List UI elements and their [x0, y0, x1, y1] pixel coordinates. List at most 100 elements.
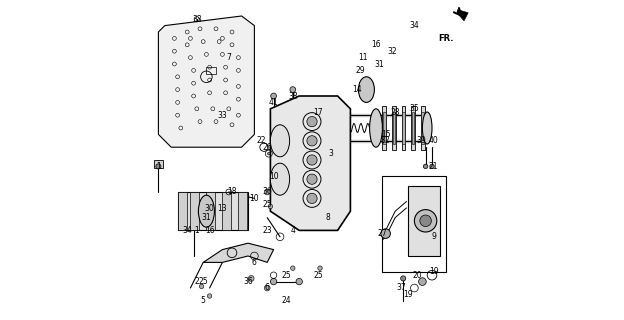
Ellipse shape: [358, 77, 374, 102]
Text: 3: 3: [329, 149, 334, 158]
Text: 20: 20: [413, 271, 422, 280]
Text: 25: 25: [198, 277, 208, 286]
Text: 6: 6: [252, 258, 257, 267]
Text: 36: 36: [262, 188, 272, 196]
Text: 17: 17: [314, 108, 323, 116]
Bar: [392, 112, 395, 144]
Bar: [178, 192, 248, 230]
Circle shape: [268, 204, 273, 209]
Text: 19: 19: [429, 268, 439, 276]
Bar: [421, 112, 424, 144]
Bar: [412, 112, 414, 144]
Bar: [402, 112, 405, 144]
Circle shape: [307, 136, 317, 146]
Text: 15: 15: [381, 130, 391, 139]
Circle shape: [307, 193, 317, 204]
Bar: [222, 192, 232, 230]
Ellipse shape: [270, 125, 290, 157]
Text: 21: 21: [429, 162, 438, 171]
Circle shape: [307, 116, 317, 127]
Text: 13: 13: [218, 204, 227, 212]
Text: 31: 31: [202, 213, 211, 222]
Text: 19: 19: [403, 290, 413, 299]
Ellipse shape: [198, 195, 215, 227]
Text: 7: 7: [227, 53, 232, 62]
Text: 14: 14: [352, 85, 362, 94]
Ellipse shape: [270, 163, 290, 195]
Text: 11: 11: [358, 53, 368, 62]
Circle shape: [270, 278, 277, 285]
Circle shape: [318, 266, 322, 270]
Circle shape: [156, 164, 161, 169]
Circle shape: [265, 189, 270, 195]
Polygon shape: [457, 10, 468, 21]
Bar: [383, 112, 386, 144]
Text: 10: 10: [269, 172, 278, 180]
Bar: [392, 106, 396, 150]
Polygon shape: [158, 16, 255, 147]
Text: 41: 41: [269, 98, 278, 107]
Circle shape: [419, 278, 426, 285]
Text: 37: 37: [397, 284, 406, 292]
Circle shape: [248, 276, 254, 281]
Text: 25: 25: [262, 200, 272, 209]
Circle shape: [430, 164, 434, 169]
Circle shape: [307, 155, 317, 165]
Bar: [383, 176, 446, 272]
Text: 32: 32: [381, 136, 391, 145]
Text: 26: 26: [262, 143, 272, 152]
Bar: [207, 192, 215, 230]
Bar: [178, 192, 187, 230]
Text: 29: 29: [355, 66, 365, 75]
Polygon shape: [203, 243, 273, 262]
Text: 23: 23: [262, 226, 272, 235]
Text: 5: 5: [201, 296, 206, 305]
Text: 25: 25: [314, 271, 323, 280]
Text: 4: 4: [290, 226, 295, 235]
Text: 25: 25: [281, 271, 291, 280]
Bar: [207, 67, 216, 74]
Bar: [383, 106, 386, 150]
Ellipse shape: [422, 112, 432, 144]
Text: 30: 30: [205, 204, 215, 212]
Text: 33: 33: [192, 15, 202, 24]
Text: 22: 22: [256, 136, 266, 145]
Text: 24: 24: [281, 296, 291, 305]
Bar: [238, 192, 247, 230]
Bar: [411, 106, 415, 150]
Circle shape: [290, 87, 296, 92]
Text: 6: 6: [265, 284, 270, 292]
Text: 10: 10: [250, 194, 259, 203]
Text: 2: 2: [195, 277, 199, 286]
Text: 16: 16: [371, 40, 381, 49]
Bar: [402, 106, 406, 150]
Circle shape: [199, 284, 204, 289]
Circle shape: [381, 229, 391, 238]
Text: 34: 34: [409, 21, 419, 30]
Text: 8: 8: [326, 213, 330, 222]
Circle shape: [268, 152, 270, 155]
Circle shape: [271, 93, 276, 99]
Circle shape: [207, 294, 212, 298]
Circle shape: [420, 215, 431, 227]
Bar: [190, 192, 199, 230]
Text: 35: 35: [409, 104, 419, 113]
Text: 38: 38: [288, 92, 298, 100]
Text: 36: 36: [243, 277, 253, 286]
Circle shape: [291, 266, 295, 270]
Circle shape: [423, 164, 428, 169]
Text: FR.: FR.: [439, 34, 454, 43]
Bar: [189, 218, 198, 226]
Polygon shape: [270, 96, 351, 230]
Text: 40: 40: [429, 136, 439, 145]
Text: 18: 18: [227, 188, 236, 196]
Text: 31: 31: [374, 60, 384, 68]
Text: 27: 27: [378, 229, 388, 238]
Text: 16: 16: [205, 226, 215, 235]
Circle shape: [414, 210, 437, 232]
Bar: [421, 106, 425, 150]
Text: 1: 1: [156, 162, 161, 171]
Text: 39: 39: [416, 136, 426, 145]
Circle shape: [265, 285, 270, 291]
Text: 1: 1: [195, 226, 199, 235]
